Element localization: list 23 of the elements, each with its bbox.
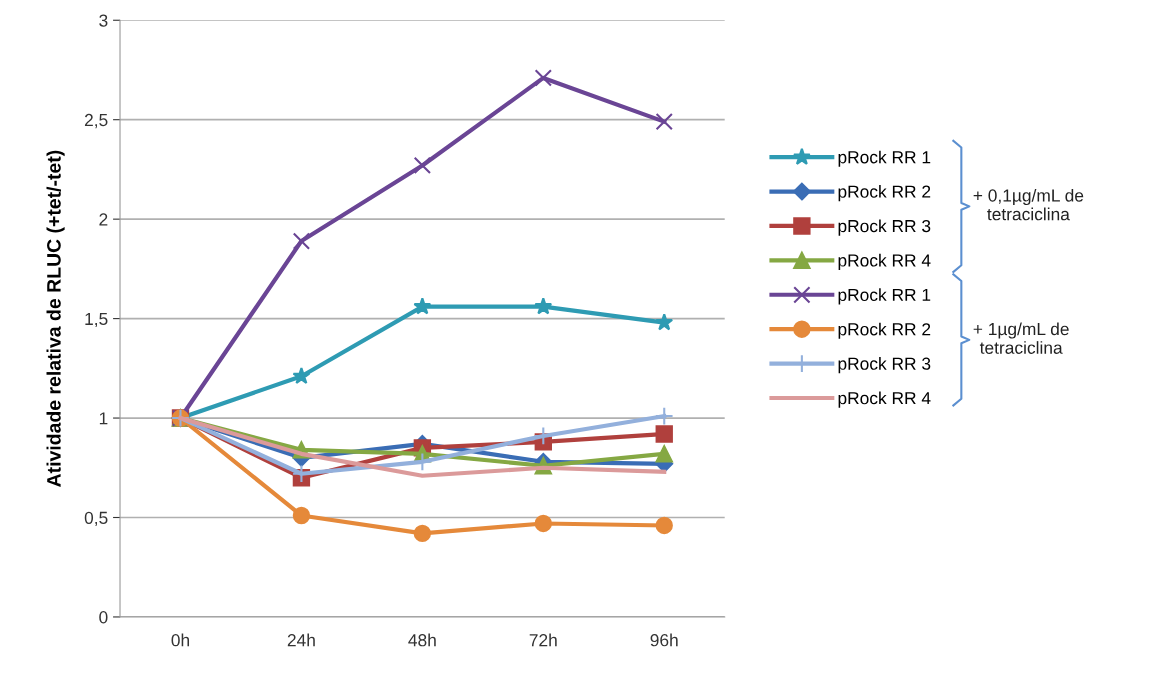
y-tick-label: 2,5	[84, 113, 108, 129]
text: + 1µg/mL de tetraciclina	[973, 322, 1069, 354]
x-tick-label: 48h	[408, 633, 436, 647]
x-tick-label: 96h	[650, 633, 678, 647]
y-tick-label: 1	[99, 412, 108, 425]
legend-label: pRock RR 3	[838, 357, 931, 374]
y-tick-label: 3	[99, 14, 108, 27]
x-tick-label: 72h	[529, 633, 557, 647]
y-tick-label: 2	[99, 213, 108, 226]
text: + 0,1µg/mL de tetraciclina	[973, 188, 1084, 221]
x-tick-label: 0h	[171, 633, 190, 647]
y-tick-label: 0,5	[84, 511, 108, 527]
y-tick-label: 1,5	[85, 312, 108, 328]
legend-label: pRock RR 4	[838, 253, 931, 271]
legend-label: pRock RR 3	[838, 219, 931, 236]
x-tick-label: 24h	[287, 633, 315, 647]
legend-label: pRock RR 2	[838, 185, 931, 202]
legend-label: pRock RR 2	[838, 322, 931, 339]
legend-label: pRock RR 4	[838, 391, 931, 408]
legend-label: pRock RR 1	[838, 150, 931, 167]
legend-label: pRock RR 1	[838, 288, 931, 305]
y-tick-label: 0	[99, 611, 108, 624]
y-axis-title: Atividade relativa de RLUC (+tet/-tet)	[46, 150, 65, 487]
